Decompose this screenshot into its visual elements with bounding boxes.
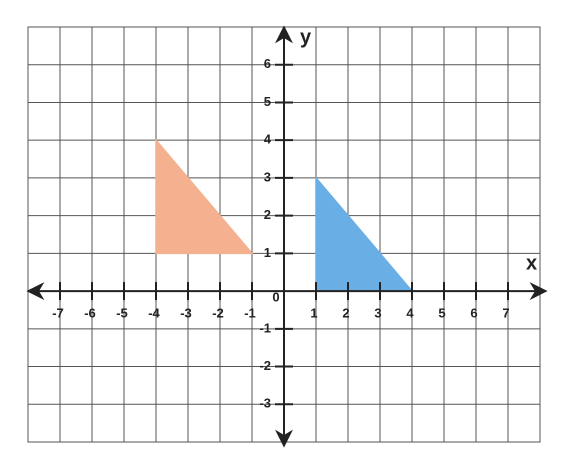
x-tick-label: -5	[116, 306, 128, 321]
x-tick-label: -2	[212, 306, 224, 321]
x-tick-label: -4	[148, 306, 160, 321]
x-tick-label: 3	[374, 306, 381, 321]
x-tick-label: -3	[180, 306, 192, 321]
x-tick-label: 4	[406, 306, 414, 321]
y-tick-label: 1	[264, 245, 271, 260]
y-tick-label: 6	[264, 56, 271, 71]
shapes	[155, 138, 414, 292]
y-tick-label: 5	[264, 94, 271, 109]
x-tick-label: -7	[52, 306, 64, 321]
y-tick-label: -3	[259, 396, 271, 411]
x-tick-label: -1	[244, 306, 256, 321]
triangle	[155, 138, 254, 255]
x-tick-label: 1	[310, 306, 317, 321]
x-axis-label: x	[526, 252, 537, 274]
x-tick-label: 2	[342, 306, 349, 321]
y-tick-label: 2	[264, 207, 271, 222]
x-tick-label: 7	[502, 306, 509, 321]
y-tick-label: 4	[264, 132, 272, 147]
y-tick-label: -2	[259, 358, 271, 373]
y-axis-label: y	[300, 26, 312, 48]
triangle	[315, 175, 414, 292]
x-tick-label: 6	[470, 306, 477, 321]
x-tick-label: 5	[438, 306, 445, 321]
x-tick-label: -6	[84, 306, 96, 321]
y-tick-label: -1	[259, 320, 271, 335]
y-tick-label: 3	[264, 169, 271, 184]
